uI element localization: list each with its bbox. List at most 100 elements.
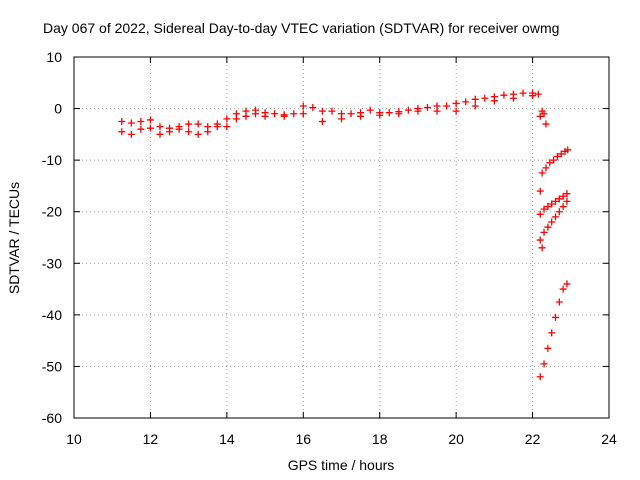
y-tick-label: -40 [42, 307, 62, 323]
data-point [232, 115, 240, 123]
data-point [536, 112, 544, 120]
data-point [555, 298, 563, 306]
data-point [290, 110, 298, 118]
data-point [338, 115, 345, 123]
x-tick-label: 12 [143, 431, 159, 447]
data-point [242, 112, 250, 120]
data-point [223, 115, 231, 123]
x-tick-label: 24 [601, 431, 617, 447]
data-point [529, 92, 537, 100]
data-point [553, 153, 561, 161]
data-point [536, 236, 544, 244]
data-point [146, 124, 154, 132]
series-drop-scatter [536, 107, 550, 252]
data-point [156, 123, 164, 131]
series-steep-trail [536, 280, 571, 381]
data-point [536, 187, 544, 195]
data-point [299, 102, 307, 110]
data-point [552, 313, 559, 321]
y-tick-label: -60 [42, 410, 62, 426]
data-point [542, 120, 550, 128]
data-point [559, 285, 567, 293]
data-point [357, 112, 365, 120]
data-point [185, 128, 193, 136]
data-point [452, 107, 460, 115]
y-tick-labels: 10 0 -10 -20 -30 -40 -50 -60 [42, 49, 62, 426]
data-point [540, 205, 548, 213]
data-point [328, 107, 336, 115]
data-point [462, 98, 470, 106]
data-point [490, 97, 498, 105]
data-point [318, 117, 326, 125]
series-arc-lower [536, 197, 571, 244]
data-point [204, 128, 212, 136]
x-tick-label: 10 [66, 431, 82, 447]
x-tick-label: 22 [525, 431, 541, 447]
data-point [156, 130, 164, 138]
x-tick-label: 16 [295, 431, 311, 447]
data-point [366, 106, 374, 114]
data-point [559, 203, 567, 211]
data-points [118, 89, 572, 381]
data-point [252, 110, 260, 118]
y-tick-label: 0 [54, 101, 62, 117]
data-point [536, 373, 544, 381]
data-point [481, 94, 489, 102]
data-point [555, 208, 563, 216]
data-point [536, 210, 544, 218]
data-point [542, 164, 550, 172]
data-point [185, 120, 193, 128]
data-point [146, 116, 154, 124]
data-point [137, 117, 145, 125]
data-point [404, 106, 412, 114]
y-tick-label: -30 [42, 255, 62, 271]
data-point [433, 107, 441, 115]
data-point [471, 95, 479, 103]
data-point [557, 150, 565, 158]
x-tick-label: 20 [448, 431, 464, 447]
data-point [137, 125, 145, 133]
data-point [546, 159, 554, 167]
y-axis-label: SDTVAR / TECUs [6, 182, 22, 294]
data-point [544, 223, 552, 231]
data-point [175, 125, 183, 133]
data-point [443, 102, 451, 110]
data-point [414, 107, 422, 115]
data-point [318, 107, 326, 115]
x-axis-label: GPS time / hours [288, 457, 395, 473]
data-point [395, 110, 403, 118]
data-point [564, 146, 572, 154]
x-tick-label: 14 [219, 431, 235, 447]
data-point [552, 197, 559, 205]
data-point [540, 360, 548, 368]
data-point [555, 195, 563, 203]
data-point [519, 89, 527, 97]
data-point [471, 102, 479, 110]
data-point [280, 112, 288, 120]
data-point [509, 94, 517, 102]
series-main-band-upper [118, 89, 542, 132]
plot-frame [73, 56, 610, 419]
data-point [534, 90, 542, 98]
data-point [563, 280, 571, 288]
data-point [118, 117, 126, 125]
data-point [127, 119, 135, 127]
data-point [559, 192, 567, 200]
data-point [347, 110, 355, 118]
series-main-band-lower [118, 92, 537, 138]
data-point [548, 218, 556, 226]
series-arc-upper [538, 146, 572, 177]
data-point [563, 190, 571, 198]
y-tick-label: -10 [42, 152, 62, 168]
data-point [544, 344, 552, 352]
data-point [299, 110, 307, 118]
data-point [538, 244, 546, 252]
y-tick-label: -50 [42, 358, 62, 374]
data-point [550, 156, 558, 164]
y-tick-label: -20 [42, 204, 62, 220]
data-point [127, 130, 135, 138]
data-point [548, 329, 556, 337]
data-point [540, 228, 548, 236]
data-point [376, 111, 384, 119]
